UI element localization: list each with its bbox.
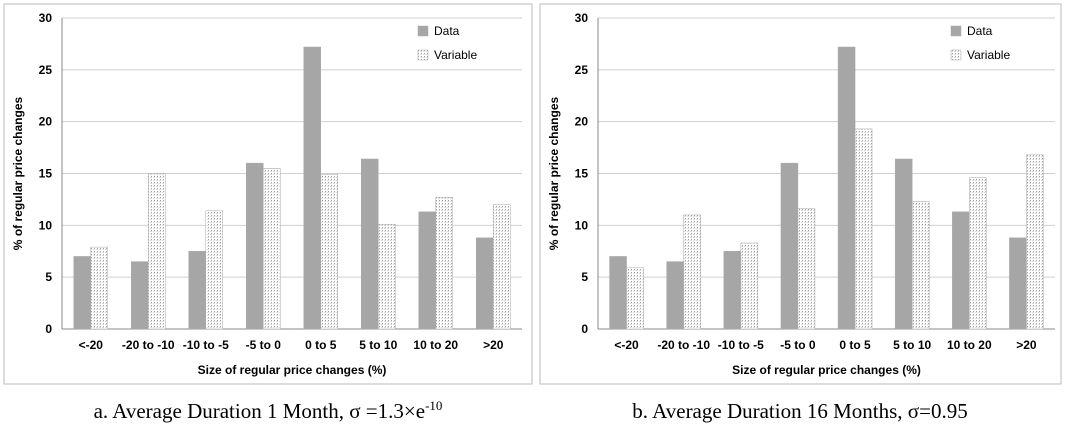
x-tick-label: -10 to -5	[718, 338, 764, 352]
bar	[90, 246, 108, 330]
legend-swatch	[417, 49, 429, 61]
bar	[246, 162, 264, 330]
bar	[148, 173, 166, 330]
y-tick-label: 30	[39, 11, 53, 25]
y-axis-label: % of regular price changes	[547, 96, 561, 250]
bar	[1026, 154, 1044, 330]
y-tick-label: 0	[581, 322, 588, 336]
x-tick-label: 0 to 5	[839, 338, 871, 352]
y-tick-label: 10	[39, 218, 53, 232]
bar	[418, 211, 436, 330]
x-tick-label: <-20	[614, 338, 639, 352]
x-axis-label: Size of regular price changes (%)	[732, 363, 921, 377]
bar	[894, 158, 913, 330]
chart-frame	[539, 3, 1062, 385]
legend-swatch	[417, 25, 429, 37]
x-tick-label: <-20	[79, 338, 104, 352]
y-tick-label: 10	[575, 218, 589, 232]
bar	[493, 204, 511, 330]
y-tick-label: 20	[575, 115, 589, 129]
bar	[911, 201, 930, 330]
legend-label: Variable	[434, 48, 477, 62]
bar	[131, 261, 149, 330]
bar	[723, 251, 742, 330]
legend-label: Variable	[967, 48, 1010, 62]
bar	[837, 46, 856, 330]
bar	[73, 256, 91, 330]
y-axis-label: % of regular price changes	[11, 96, 25, 250]
y-tick-label: 0	[45, 322, 52, 336]
legend-swatch	[950, 25, 962, 37]
x-tick-label: >20	[483, 338, 504, 352]
x-tick-label: 10 to 20	[947, 338, 992, 352]
y-tick-label: 15	[39, 167, 53, 181]
bar	[683, 214, 701, 330]
y-tick-label: 30	[575, 11, 589, 25]
x-tick-label: -20 to -10	[122, 338, 175, 352]
bar	[969, 177, 987, 330]
chart-frame	[3, 3, 533, 385]
bar	[476, 237, 494, 330]
x-tick-label: -5 to 0	[780, 338, 816, 352]
bar	[952, 211, 970, 330]
x-tick-label: 10 to 20	[413, 338, 458, 352]
bar	[780, 162, 799, 330]
x-tick-label: -10 to -5	[183, 338, 229, 352]
bar	[303, 46, 321, 330]
bar	[263, 168, 281, 330]
bar	[854, 128, 873, 330]
x-tick-label: -20 to -10	[657, 338, 710, 352]
y-tick-label: 5	[45, 270, 52, 284]
x-tick-label: 0 to 5	[305, 338, 337, 352]
bar	[205, 210, 223, 330]
x-tick-label: >20	[1016, 338, 1037, 352]
bar	[435, 197, 453, 330]
x-tick-label: 5 to 10	[359, 338, 397, 352]
legend-label: Data	[434, 24, 460, 38]
y-tick-label: 25	[39, 63, 53, 77]
y-tick-label: 20	[39, 115, 53, 129]
bar	[740, 242, 759, 330]
y-tick-label: 15	[575, 167, 589, 181]
x-axis-label: Size of regular price changes (%)	[198, 363, 387, 377]
caption-text: b. Average Duration 16 Months, σ=0.95	[632, 399, 967, 423]
bar	[188, 251, 206, 330]
caption-text: a. Average Duration 1 Month, σ =1.3×e	[94, 399, 425, 423]
bar	[666, 261, 684, 330]
legend-swatch	[950, 49, 962, 61]
bar	[1009, 237, 1027, 330]
x-tick-label: -5 to 0	[246, 338, 282, 352]
caption: a. Average Duration 1 Month, σ =1.3×e-10	[94, 398, 443, 423]
bar	[609, 256, 627, 330]
caption: b. Average Duration 16 Months, σ=0.95	[632, 399, 967, 423]
caption-superscript: -10	[425, 398, 442, 413]
y-tick-label: 25	[575, 63, 589, 77]
x-tick-label: 5 to 10	[893, 338, 931, 352]
bar	[378, 224, 396, 330]
legend-label: Data	[967, 24, 993, 38]
bar	[320, 174, 338, 330]
bar	[797, 208, 816, 330]
bar	[361, 158, 379, 330]
y-tick-label: 5	[581, 270, 588, 284]
bar	[626, 267, 644, 330]
